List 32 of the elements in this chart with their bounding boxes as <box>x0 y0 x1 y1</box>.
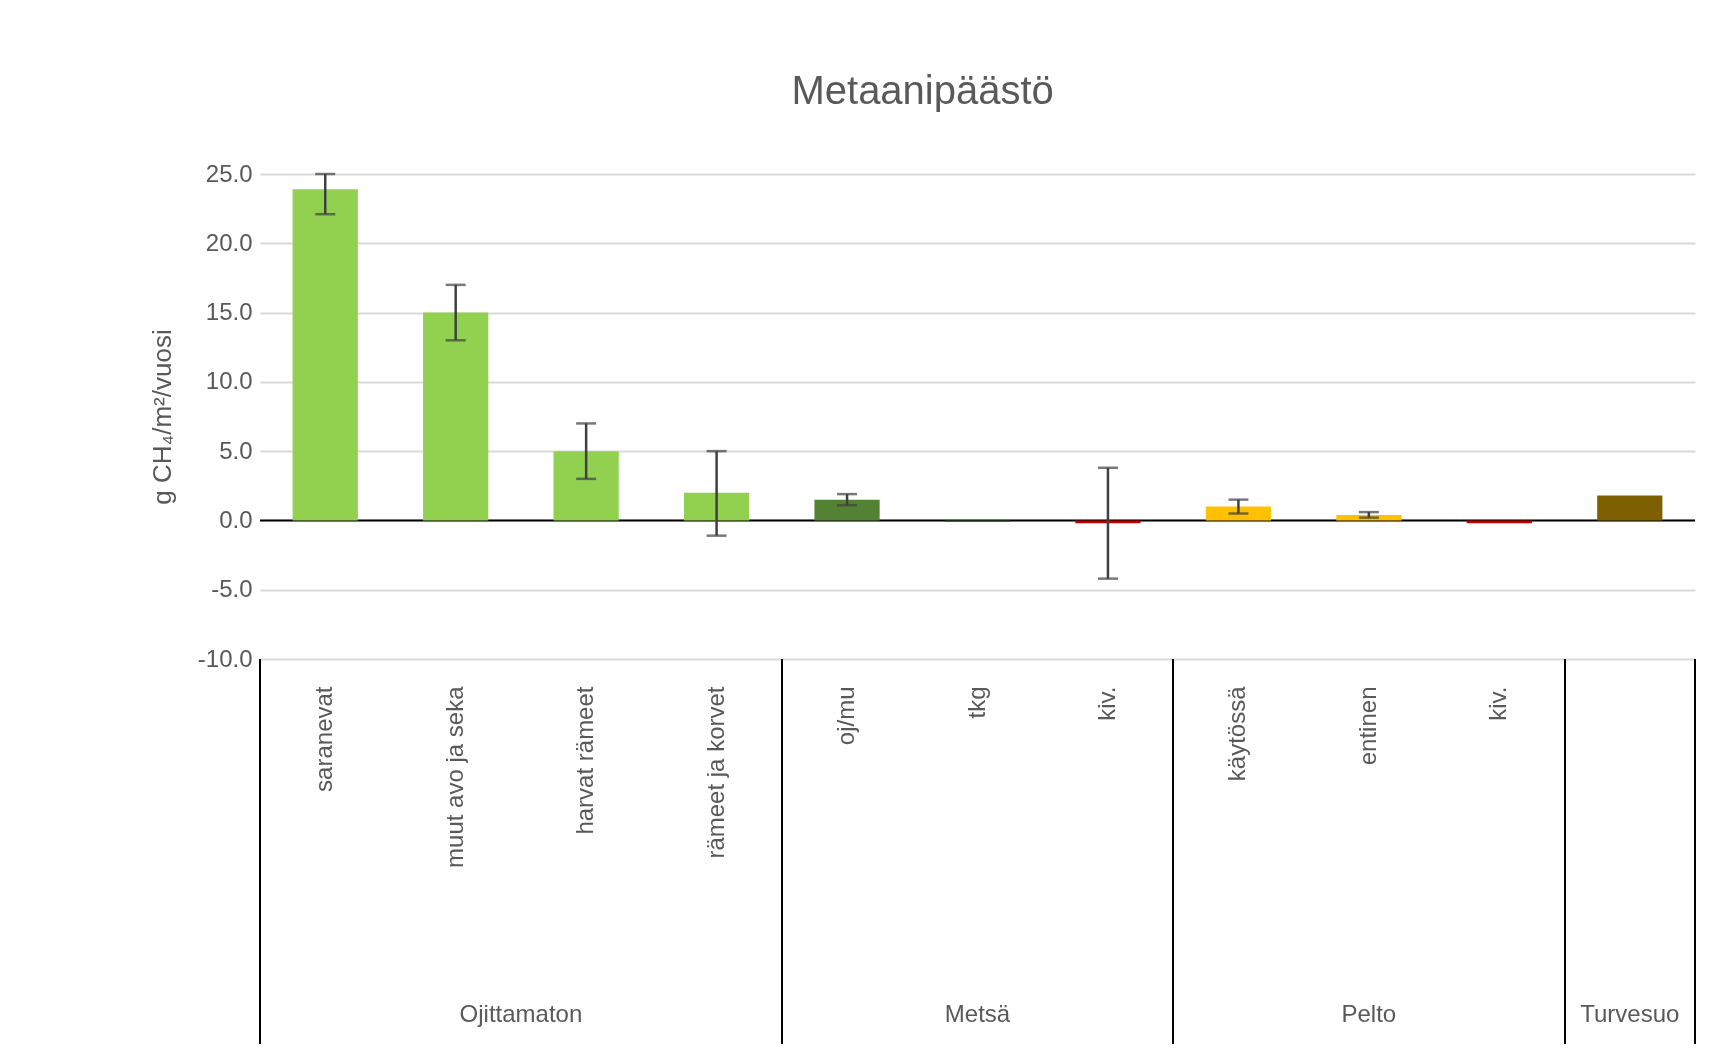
y-tick-label: 5.0 <box>219 436 253 464</box>
text: Metsä <box>944 1000 1011 1028</box>
x-tick-label: oj/mu <box>832 686 860 746</box>
x-tick-label: entinen <box>1353 686 1381 766</box>
bar <box>553 451 619 521</box>
chart-title: Metaanipäästö <box>791 68 1054 112</box>
bar <box>1466 520 1532 524</box>
x-tick-label: kiv. <box>1484 686 1512 721</box>
x-tick-label: kiv. <box>1092 686 1120 721</box>
text: Ojittamaton <box>459 1000 583 1028</box>
y-tick-label: 25.0 <box>205 159 253 187</box>
bar <box>683 492 750 521</box>
bar <box>814 499 880 521</box>
bar <box>292 189 358 521</box>
y-tick-label: -10.0 <box>197 644 253 672</box>
y-tick-label: 10.0 <box>205 367 253 395</box>
y-axis-title: g CH₄/m²/vuosi <box>146 329 177 505</box>
y-tick-label: 0.0 <box>219 505 253 533</box>
bar <box>1075 520 1141 524</box>
bar <box>1597 495 1663 521</box>
x-tick-label: tkg <box>962 686 990 719</box>
x-tick-label: harvat rämeet <box>571 686 599 835</box>
text: Pelto <box>1341 1000 1397 1028</box>
text: Turvesuo <box>1580 1000 1680 1028</box>
x-tick-label: käytössä <box>1223 685 1251 782</box>
x-tick-label: saranevat <box>310 686 338 792</box>
y-tick-label: 15.0 <box>205 298 253 326</box>
x-tick-label: muut avo ja seka <box>440 685 468 868</box>
bar <box>423 312 489 521</box>
y-tick-label: 20.0 <box>205 228 253 256</box>
x-tick-label: rämeet ja korvet <box>701 686 729 859</box>
y-tick-label: -5.0 <box>211 575 253 603</box>
